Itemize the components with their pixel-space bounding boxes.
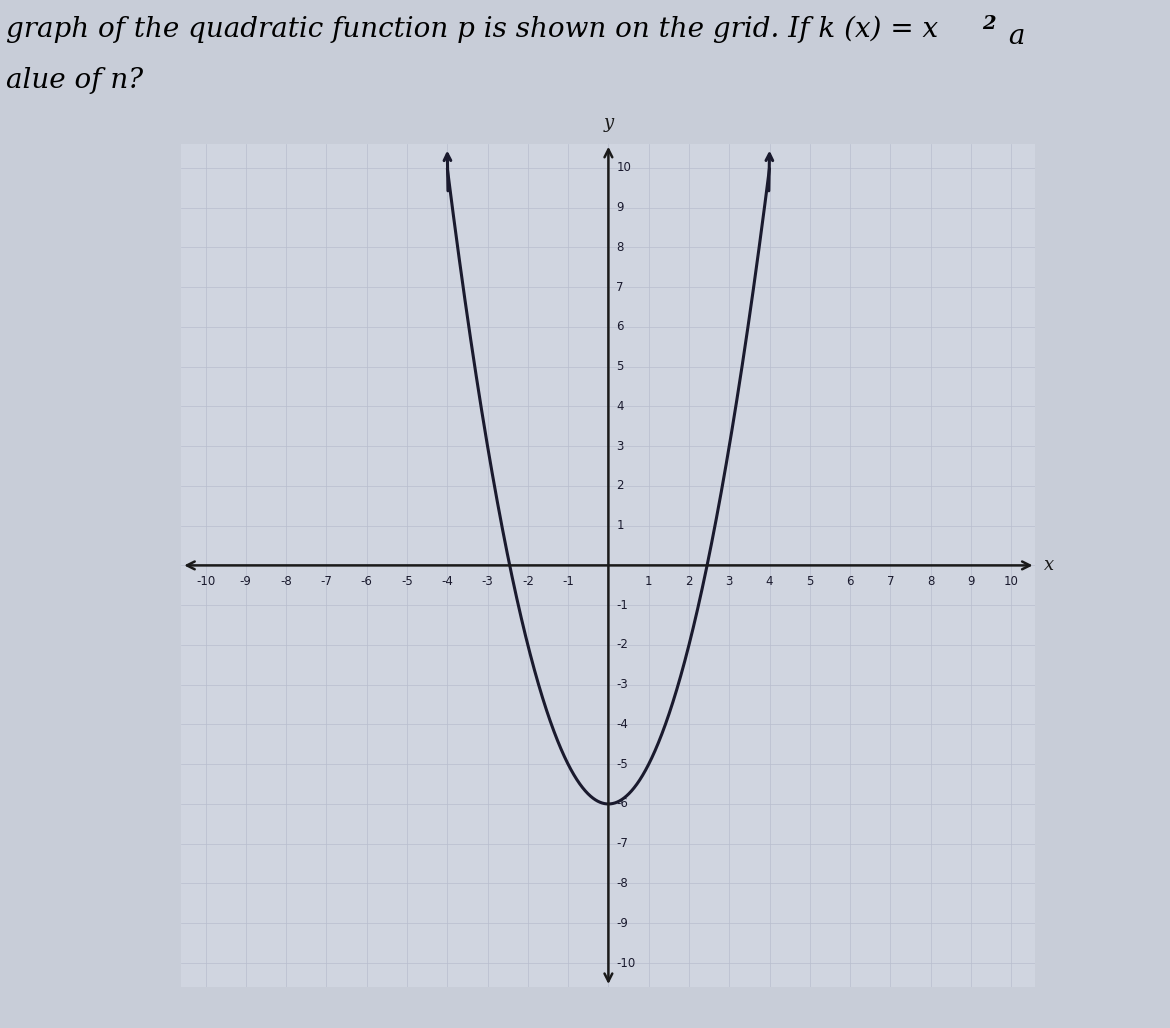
Text: -6: -6 — [617, 798, 628, 810]
Text: 1: 1 — [645, 576, 653, 588]
Text: -9: -9 — [617, 917, 628, 929]
Text: -6: -6 — [360, 576, 372, 588]
Text: -3: -3 — [482, 576, 494, 588]
Text: -1: -1 — [617, 598, 628, 612]
Text: -8: -8 — [281, 576, 292, 588]
Text: 8: 8 — [927, 576, 935, 588]
Text: 5: 5 — [617, 360, 624, 373]
Text: graph of the quadratic function p is shown on the grid. If k (x) = x: graph of the quadratic function p is sho… — [6, 15, 938, 43]
Text: 6: 6 — [617, 321, 624, 333]
Text: 5: 5 — [806, 576, 813, 588]
Text: 2: 2 — [982, 15, 996, 34]
Text: 2: 2 — [617, 479, 624, 492]
Text: 10: 10 — [1004, 576, 1019, 588]
Text: 8: 8 — [617, 241, 624, 254]
Text: 4: 4 — [617, 400, 624, 413]
Text: -3: -3 — [617, 678, 628, 691]
Text: -5: -5 — [401, 576, 413, 588]
Text: 1: 1 — [617, 519, 624, 533]
Text: -5: -5 — [617, 758, 628, 771]
Text: 2: 2 — [686, 576, 693, 588]
Text: -4: -4 — [441, 576, 453, 588]
Text: a: a — [1000, 23, 1026, 49]
Text: -1: -1 — [562, 576, 574, 588]
Text: -7: -7 — [617, 837, 628, 850]
Text: 9: 9 — [968, 576, 975, 588]
Text: y: y — [604, 114, 613, 132]
Text: 9: 9 — [617, 201, 624, 214]
Text: 3: 3 — [725, 576, 732, 588]
Text: -10: -10 — [195, 576, 215, 588]
Text: -7: -7 — [321, 576, 332, 588]
Text: -10: -10 — [617, 956, 635, 969]
Text: 7: 7 — [887, 576, 894, 588]
Text: -9: -9 — [240, 576, 252, 588]
Text: alue of n?: alue of n? — [6, 67, 143, 94]
Text: 10: 10 — [617, 161, 632, 175]
Text: -4: -4 — [617, 718, 628, 731]
Text: x: x — [1044, 556, 1054, 575]
Text: 4: 4 — [766, 576, 773, 588]
Text: -2: -2 — [522, 576, 534, 588]
Text: -2: -2 — [617, 638, 628, 652]
Text: -8: -8 — [617, 877, 628, 890]
Text: 3: 3 — [617, 440, 624, 452]
Text: 7: 7 — [617, 281, 624, 294]
Text: 6: 6 — [846, 576, 854, 588]
